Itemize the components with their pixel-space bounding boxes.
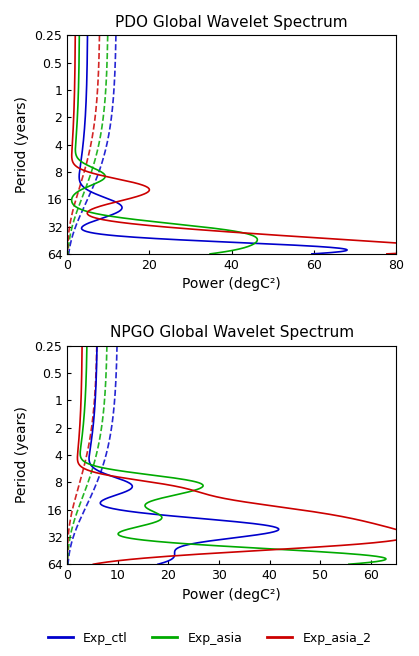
Title: NPGO Global Wavelet Spectrum: NPGO Global Wavelet Spectrum bbox=[110, 325, 354, 340]
Legend: Exp_ctl, Exp_asia, Exp_asia_2: Exp_ctl, Exp_asia, Exp_asia_2 bbox=[43, 626, 376, 649]
X-axis label: Power (degC²): Power (degC²) bbox=[182, 277, 281, 291]
Y-axis label: Period (years): Period (years) bbox=[15, 96, 29, 193]
Y-axis label: Period (years): Period (years) bbox=[15, 407, 29, 503]
Title: PDO Global Wavelet Spectrum: PDO Global Wavelet Spectrum bbox=[115, 15, 348, 30]
X-axis label: Power (degC²): Power (degC²) bbox=[182, 588, 281, 602]
